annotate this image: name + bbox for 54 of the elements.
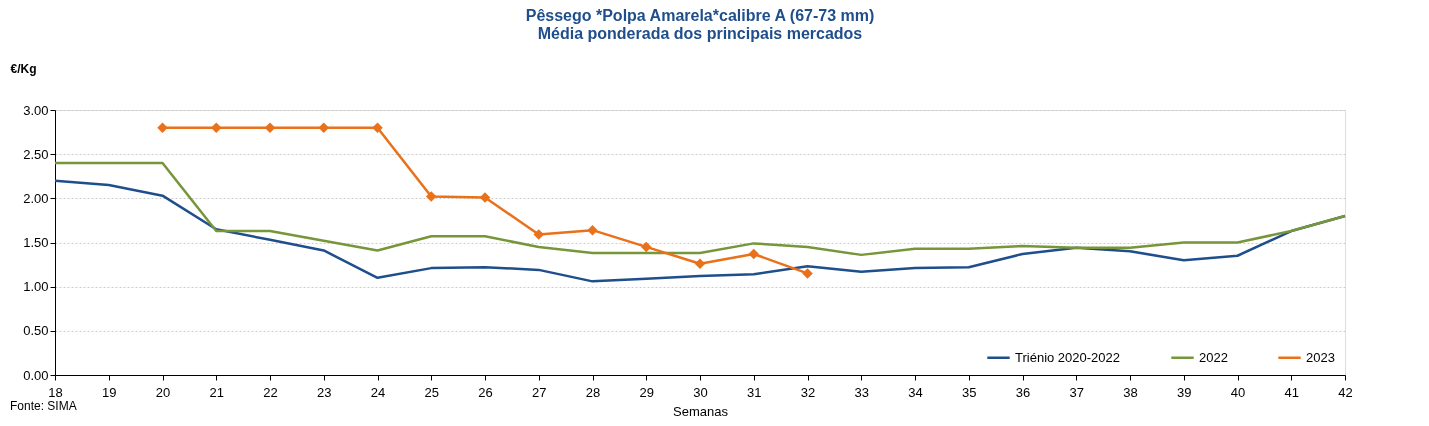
x-axis-title: Semanas: [673, 403, 729, 419]
point: [318, 122, 329, 133]
chart-title: Pêssego *Polpa Amarela*calibre A (67-73 mm): [525, 7, 875, 24]
x-tick-label: 21: [209, 384, 224, 400]
point: [479, 192, 491, 203]
x-tick-label: 19: [102, 384, 117, 400]
y-tick-label: 0.00: [23, 367, 49, 383]
x-tick-label: 35: [962, 384, 977, 400]
x-tick-label: 18: [48, 384, 63, 400]
x-tick-label: 42: [1338, 384, 1353, 400]
point: [533, 229, 544, 240]
x-tick-label: 30: [693, 384, 708, 400]
x-tick-label: 33: [854, 384, 869, 400]
x-tick-label: 22: [263, 384, 278, 400]
y-tick-label: 3.00: [23, 102, 49, 118]
x-tick-label: 36: [1015, 384, 1031, 400]
point: [802, 268, 813, 279]
point: [211, 122, 222, 133]
y-axis-title: €/Kg: [10, 61, 37, 76]
x-tick-label: 31: [747, 384, 762, 400]
x-tick-label: 39: [1177, 384, 1192, 400]
chart-subtitle: Média ponderada dos principais mercados: [537, 25, 863, 42]
point: [641, 241, 652, 253]
y-tick-label: 2.00: [23, 190, 49, 206]
x-tick-label: 40: [1230, 384, 1246, 400]
point: [694, 258, 706, 269]
y-tick-label: 0.50: [23, 323, 49, 339]
legend-label: 2023: [1306, 349, 1335, 365]
x-tick-label: 37: [1069, 384, 1084, 400]
x-tick-label: 26: [478, 384, 493, 400]
x-tick-label: 41: [1284, 384, 1299, 400]
source-note: Fonte: SIMA: [10, 399, 77, 413]
x-tick-label: 20: [155, 384, 171, 400]
x-tick-label: 29: [639, 384, 654, 400]
x-tick-label: 38: [1123, 384, 1138, 400]
legend-label: 2022: [1199, 349, 1228, 365]
line-series: [53, 161, 1347, 257]
point: [157, 122, 168, 133]
y-tick-label: 1.50: [23, 235, 49, 250]
point: [587, 224, 598, 236]
x-tick-label: 24: [370, 384, 386, 400]
x-tick-label: 23: [317, 384, 332, 400]
x-tick-label: 25: [424, 384, 439, 400]
point: [372, 122, 383, 133]
x-tick-label: 32: [800, 384, 816, 400]
x-tick-label: 34: [908, 384, 923, 400]
point: [264, 122, 276, 133]
legend-label: Triénio 2020-2022: [1015, 349, 1121, 365]
x-tick-label: 28: [585, 384, 601, 400]
point: [748, 248, 759, 260]
y-tick-label: 2.50: [23, 146, 49, 162]
point: [426, 191, 437, 202]
x-tick-label: 27: [532, 384, 547, 400]
y-tick-label: 1.00: [23, 279, 49, 295]
